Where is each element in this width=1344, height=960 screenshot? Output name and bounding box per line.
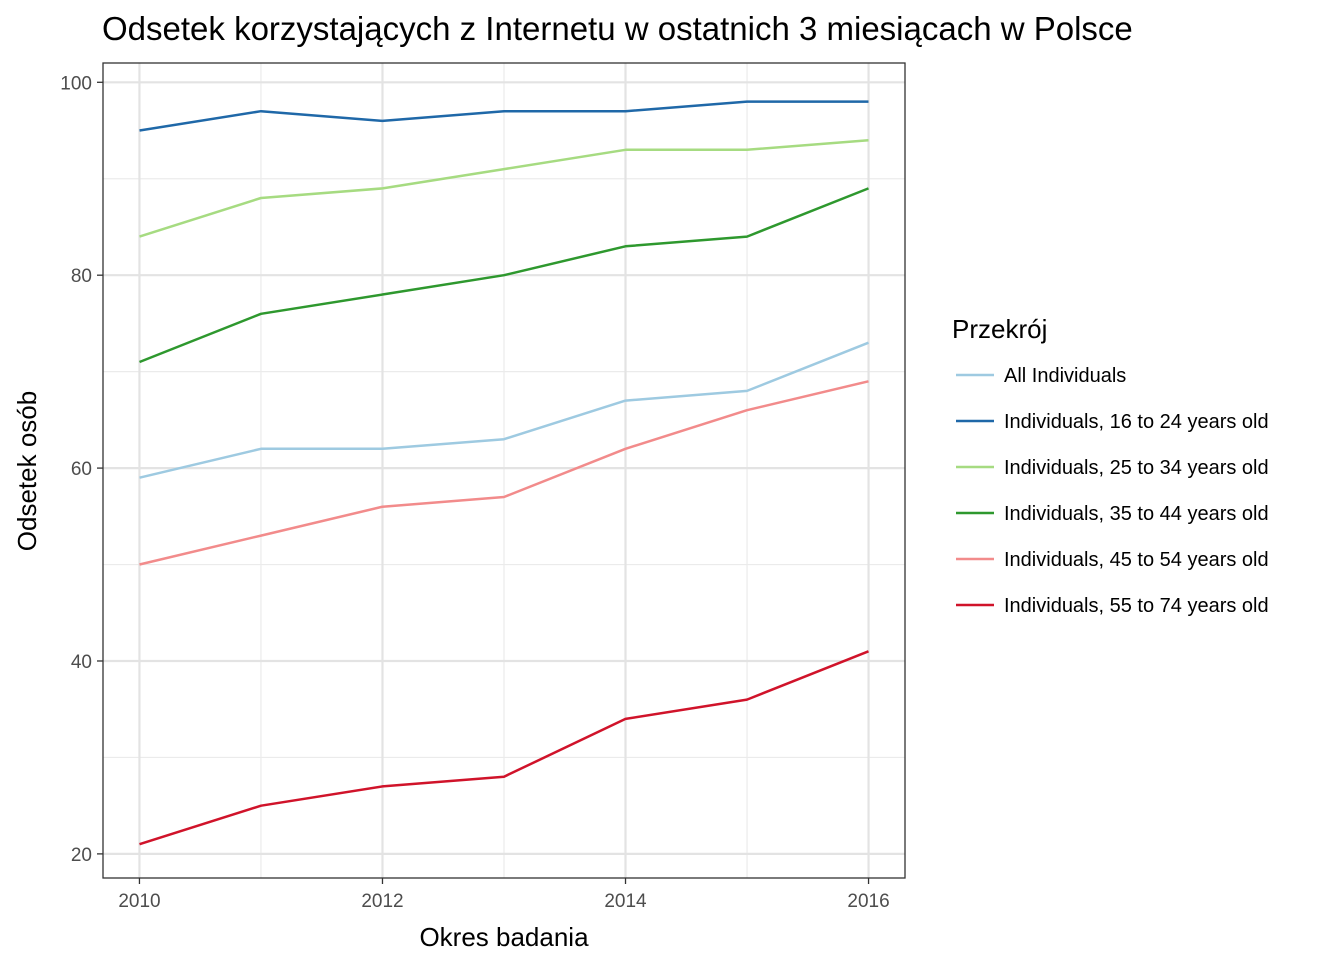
x-tick-label: 2014 [604, 891, 647, 912]
plot-grid [103, 63, 905, 878]
series-line [139, 650, 869, 846]
y-axis-title: Odsetek osób [12, 391, 42, 551]
series-line [139, 138, 869, 238]
series-line [139, 380, 869, 566]
legend-label: Individuals, 16 to 24 years old [1004, 411, 1269, 433]
legend-label: All Individuals [1004, 365, 1126, 387]
y-tick-label: 20 [71, 845, 92, 866]
y-tick-label: 40 [71, 652, 92, 673]
x-axis: 2010 2012 2014 2016 [118, 878, 890, 912]
legend-title: Przekrój [952, 314, 1047, 344]
series-line [139, 341, 869, 479]
plot-border [102, 62, 906, 879]
y-tick-label: 100 [60, 73, 92, 94]
y-tick-label: 60 [71, 459, 92, 480]
y-tick-label: 80 [71, 266, 92, 287]
x-tick-label: 2016 [847, 891, 889, 912]
plot-lines [139, 100, 869, 846]
x-tick-label: 2010 [118, 891, 160, 912]
x-axis-title: Okres badania [419, 922, 589, 952]
series-line [139, 100, 869, 132]
x-tick-label: 2012 [361, 891, 403, 912]
series-line [139, 187, 869, 364]
legend-label: Individuals, 35 to 44 years old [1004, 503, 1269, 525]
chart-title: Odsetek korzystających z Internetu w ost… [102, 10, 1133, 47]
legend: Przekrój All Individuals Individuals, 16 … [952, 314, 1269, 617]
y-axis: 20 40 60 80 100 [60, 73, 103, 866]
legend-label: Individuals, 45 to 54 years old [1004, 549, 1269, 571]
legend-label: Individuals, 55 to 74 years old [1004, 595, 1269, 617]
legend-label: Individuals, 25 to 34 years old [1004, 457, 1269, 479]
